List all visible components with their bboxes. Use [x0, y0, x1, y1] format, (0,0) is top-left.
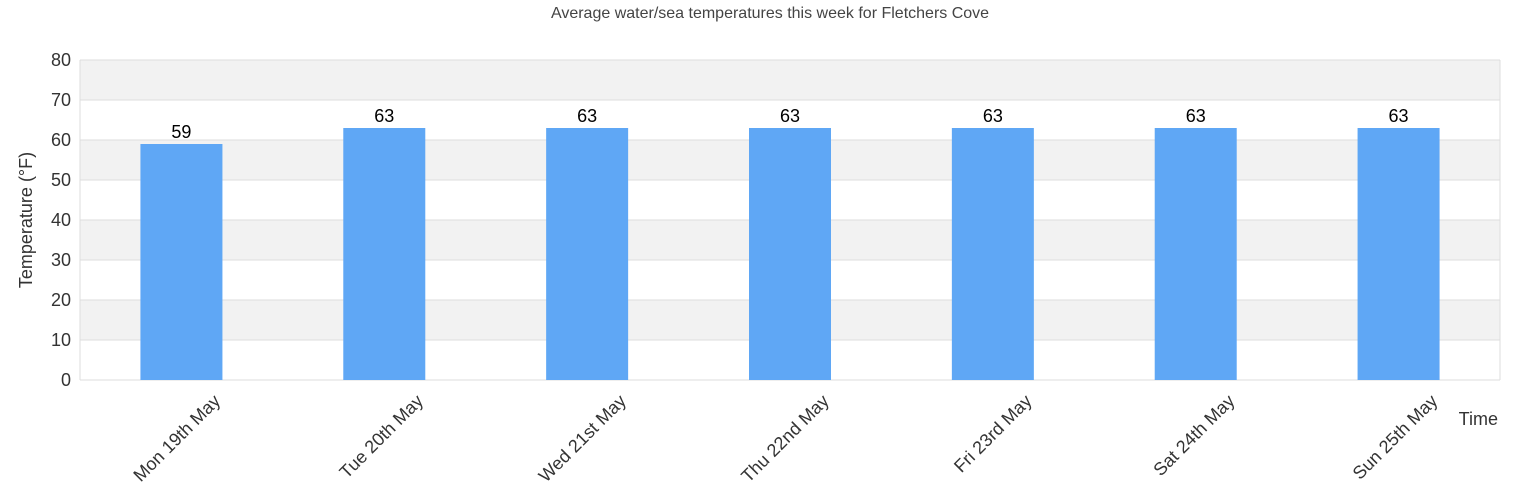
bar — [749, 128, 831, 380]
bar-value-label: 63 — [374, 106, 394, 126]
bar-value-label: 63 — [1186, 106, 1206, 126]
x-tick-label: Thu 22nd May — [737, 391, 833, 487]
bar-value-label: 63 — [1389, 106, 1409, 126]
chart-title: Average water/sea temperatures this week… — [551, 5, 989, 22]
bar-value-label: 59 — [171, 122, 191, 142]
x-axis-label: Time — [1459, 409, 1498, 429]
background-band — [80, 60, 1500, 100]
bar — [951, 128, 1034, 380]
bars — [140, 128, 1440, 380]
y-tick-label: 0 — [61, 370, 71, 390]
y-tick-label: 10 — [51, 330, 71, 350]
bar-value-label: 63 — [577, 106, 597, 126]
bar — [1154, 128, 1237, 380]
x-tick-label: Fri 23rd May — [950, 391, 1036, 477]
bar — [343, 128, 426, 380]
x-axis-ticks: Mon 19th May Tue 20th May Wed 21st May Thu … — [129, 391, 1441, 487]
y-tick-label: 20 — [51, 290, 71, 310]
x-tick-label: Wed 21st May — [535, 391, 630, 486]
bar-value-label: 63 — [983, 106, 1003, 126]
bar-value-label: 63 — [780, 106, 800, 126]
y-tick-label: 30 — [51, 250, 71, 270]
x-tick-label: Sat 24th May — [1149, 391, 1238, 480]
value-labels: 59 63 63 63 63 63 63 — [171, 106, 1408, 142]
y-tick-label: 50 — [51, 170, 71, 190]
x-tick-label: Sun 25th May — [1349, 391, 1442, 484]
bar — [546, 128, 629, 380]
bar — [140, 144, 223, 380]
x-tick-label: Mon 19th May — [129, 391, 224, 486]
y-axis-label: Temperature (°F) — [16, 152, 36, 288]
y-tick-label: 40 — [51, 210, 71, 230]
y-tick-label: 60 — [51, 130, 71, 150]
y-tick-label: 70 — [51, 90, 71, 110]
x-tick-label: Tue 20th May — [336, 391, 427, 482]
bar — [1357, 128, 1440, 380]
y-tick-label: 80 — [51, 50, 71, 70]
y-axis-ticks: 0 10 20 30 40 50 60 70 80 — [51, 50, 71, 390]
